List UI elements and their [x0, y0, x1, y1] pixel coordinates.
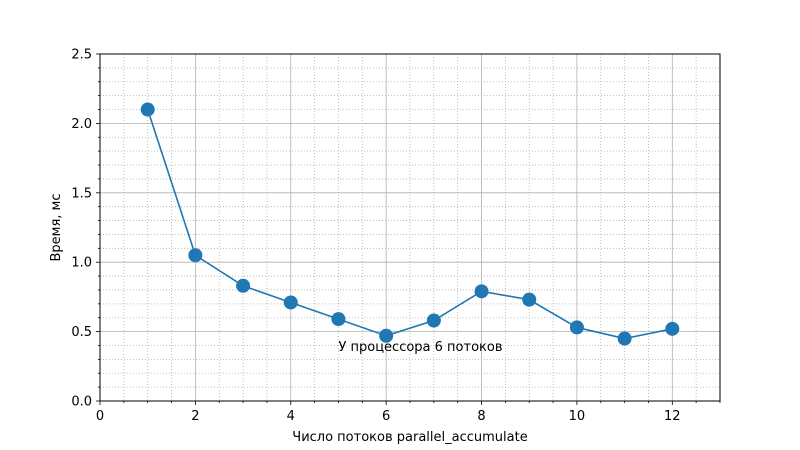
- x-tick-label: 10: [569, 409, 586, 424]
- y-tick-label: 1.5: [71, 186, 92, 201]
- x-tick-label: 4: [287, 409, 295, 424]
- axis-ticks: [96, 53, 721, 405]
- data-point: [379, 328, 394, 343]
- data-point: [426, 313, 441, 328]
- x-tick-label: 6: [382, 409, 390, 424]
- data-point: [617, 331, 632, 346]
- data-point: [188, 248, 203, 263]
- x-tick-label: 0: [96, 409, 104, 424]
- minor-grid: [100, 54, 721, 401]
- data-point: [236, 278, 251, 293]
- data-point: [665, 321, 680, 336]
- data-point: [522, 292, 537, 307]
- data-point: [569, 320, 584, 335]
- y-tick-label: 0.0: [71, 395, 92, 410]
- data-point: [331, 312, 346, 327]
- annotations: У процессора 6 потоков: [338, 340, 502, 355]
- axis-tick-labels: 0 2 4 6 8 10 12 0.0 0.5 1.0 1.5 2.0 2.5: [71, 48, 680, 425]
- x-axis-title: Число потоков parallel_accumulate: [292, 430, 527, 445]
- data-point: [283, 295, 298, 310]
- y-axis-title: Время, мс: [49, 193, 64, 261]
- y-tick-label: 1.0: [71, 256, 92, 271]
- y-tick-label: 2.5: [71, 48, 92, 63]
- data-point: [140, 102, 155, 117]
- annotation-text: У процессора 6 потоков: [338, 340, 502, 355]
- x-tick-label: 8: [477, 409, 485, 424]
- y-tick-label: 0.5: [71, 325, 92, 340]
- series: [140, 102, 680, 346]
- y-tick-label: 2.0: [71, 117, 92, 132]
- data-point: [474, 284, 489, 299]
- series-line: [146, 109, 673, 340]
- x-tick-label: 2: [191, 409, 199, 424]
- x-tick-label: 12: [664, 409, 681, 424]
